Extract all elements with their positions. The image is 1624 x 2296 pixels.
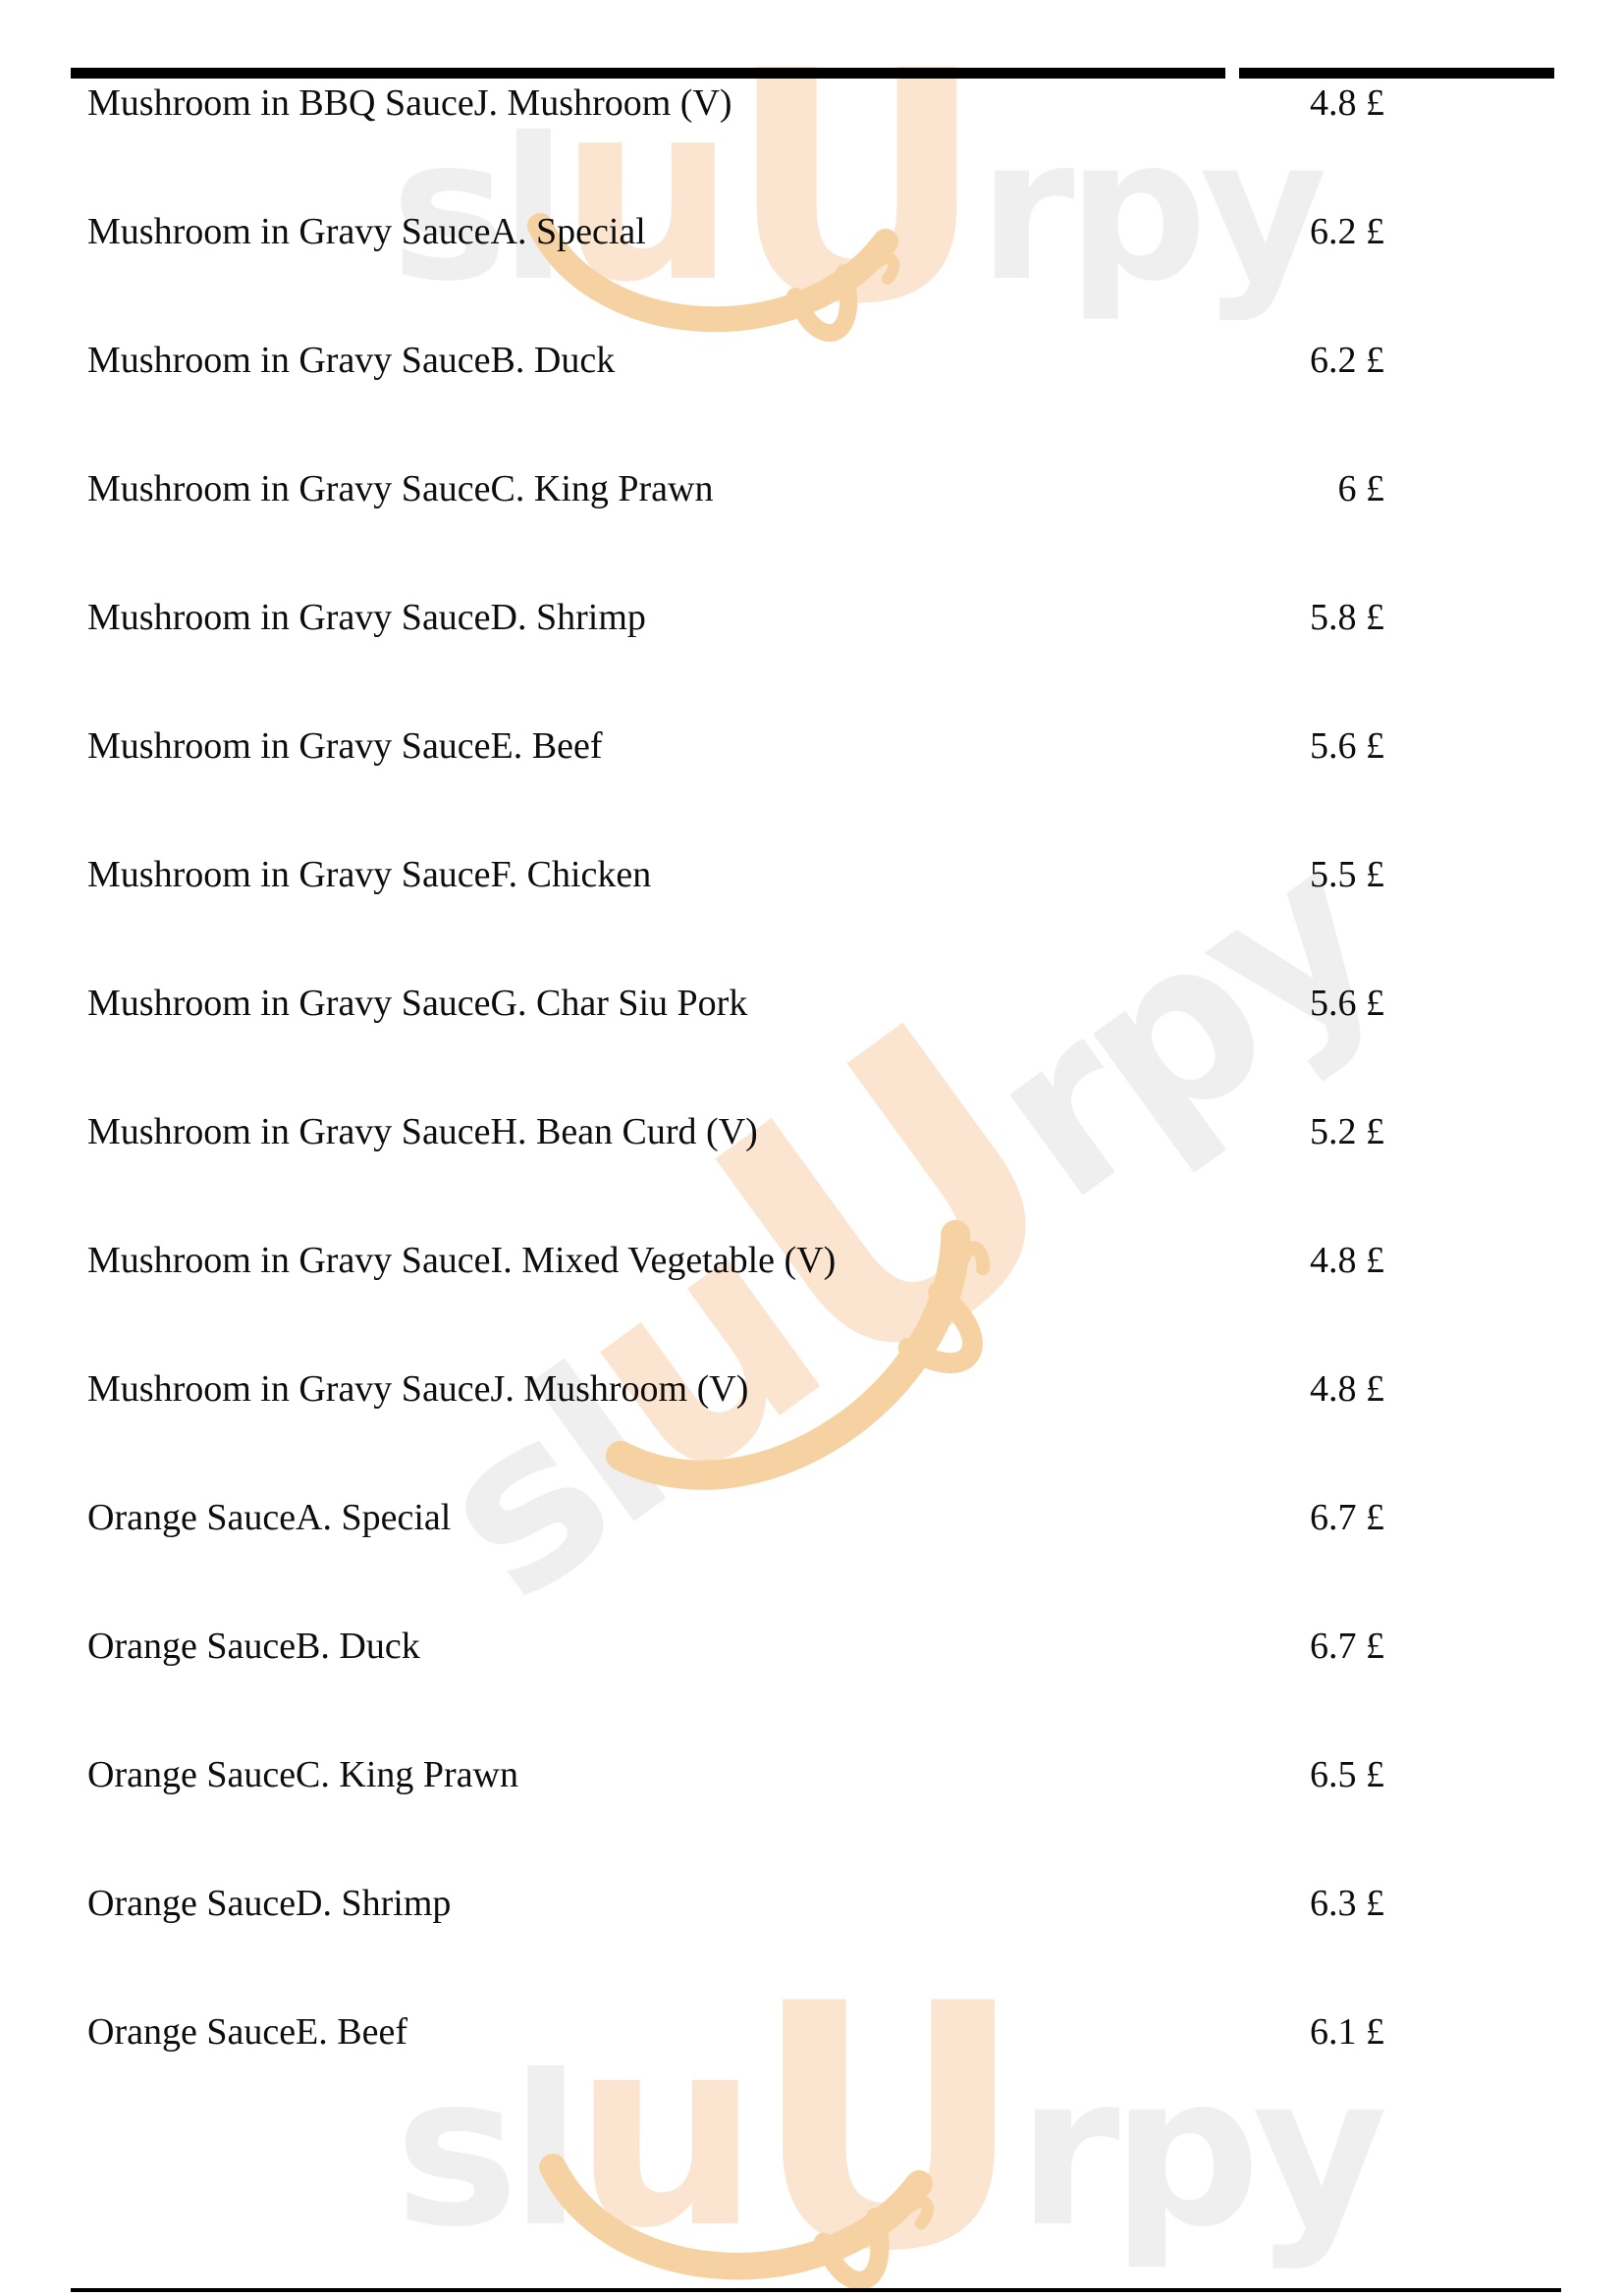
menu-item-name: Mushroom in Gravy SauceE. Beef [87, 725, 603, 767]
menu-item-name: Orange SauceD. Shrimp [87, 1883, 452, 1924]
menu-item-name: Orange SauceA. Special [87, 1497, 452, 1538]
menu-item-row: Mushroom in Gravy SauceC. King Prawn 6 £ [87, 465, 1384, 594]
menu-item-name: Mushroom in Gravy SauceG. Char Siu Pork [87, 983, 748, 1024]
menu-item-price: 6.1 £ [1310, 2011, 1384, 2053]
menu-item-row: Mushroom in Gravy SauceH. Bean Curd (V) … [87, 1108, 1384, 1237]
menu-item-row: Orange SauceB. Duck 6.7 £ [87, 1623, 1384, 1751]
menu-item-price: 5.8 £ [1310, 597, 1384, 638]
menu-item-price: 4.8 £ [1310, 1368, 1384, 1410]
menu-item-price: 6 £ [1337, 468, 1385, 509]
menu-item-price: 6.2 £ [1310, 211, 1384, 252]
menu-item-name: Mushroom in Gravy SauceI. Mixed Vegetabl… [87, 1240, 837, 1281]
watermark-smile-icon [539, 2154, 935, 2291]
menu-item-name: Orange SauceB. Duck [87, 1626, 420, 1667]
table-top-border-left [71, 68, 1225, 79]
menu-item-row: Mushroom in Gravy SauceE. Beef 5.6 £ [87, 722, 1384, 851]
menu-item-price: 6.3 £ [1310, 1883, 1384, 1924]
menu-item-name: Mushroom in Gravy SauceH. Bean Curd (V) [87, 1111, 758, 1152]
menu-item-name: Mushroom in Gravy SauceJ. Mushroom (V) [87, 1368, 749, 1410]
menu-item-name: Mushroom in Gravy SauceA. Special [87, 211, 646, 252]
menu-item-name: Mushroom in BBQ SauceJ. Mushroom (V) [87, 82, 732, 124]
menu-item-price: 4.8 £ [1310, 82, 1384, 124]
menu-item-price: 6.2 £ [1310, 340, 1384, 381]
menu-item-price: 4.8 £ [1310, 1240, 1384, 1281]
menu-items-list: Mushroom in BBQ SauceJ. Mushroom (V) 4.8… [87, 80, 1384, 2137]
menu-item-name: Orange SauceE. Beef [87, 2011, 408, 2053]
menu-item-row: Mushroom in Gravy SauceI. Mixed Vegetabl… [87, 1237, 1384, 1365]
menu-item-row: Orange SauceC. King Prawn 6.5 £ [87, 1751, 1384, 1880]
menu-item-row: Mushroom in Gravy SauceG. Char Siu Pork … [87, 980, 1384, 1108]
menu-item-row: Mushroom in Gravy SauceB. Duck 6.2 £ [87, 337, 1384, 465]
menu-item-row: Orange SauceE. Beef 6.1 £ [87, 2008, 1384, 2137]
menu-item-row: Orange SauceD. Shrimp 6.3 £ [87, 1880, 1384, 2008]
menu-item-name: Mushroom in Gravy SauceD. Shrimp [87, 597, 646, 638]
menu-item-name: Mushroom in Gravy SauceB. Duck [87, 340, 616, 381]
menu-item-row: Mushroom in Gravy SauceJ. Mushroom (V) 4… [87, 1365, 1384, 1494]
menu-item-row: Mushroom in Gravy SauceA. Special 6.2 £ [87, 208, 1384, 337]
menu-item-price: 5.6 £ [1310, 983, 1384, 1024]
menu-item-price: 6.5 £ [1310, 1754, 1384, 1795]
menu-item-price: 6.7 £ [1310, 1497, 1384, 1538]
menu-item-name: Orange SauceC. King Prawn [87, 1754, 519, 1795]
menu-item-row: Orange SauceA. Special 6.7 £ [87, 1494, 1384, 1623]
table-bottom-border [71, 2288, 1561, 2292]
menu-item-price: 5.2 £ [1310, 1111, 1384, 1152]
menu-item-price: 5.6 £ [1310, 725, 1384, 767]
menu-item-row: Mushroom in Gravy SauceF. Chicken 5.5 £ [87, 851, 1384, 980]
menu-item-price: 5.5 £ [1310, 854, 1384, 895]
menu-item-price: 6.7 £ [1310, 1626, 1384, 1667]
menu-item-row: Mushroom in BBQ SauceJ. Mushroom (V) 4.8… [87, 80, 1384, 208]
menu-item-name: Mushroom in Gravy SauceF. Chicken [87, 854, 652, 895]
menu-item-row: Mushroom in Gravy SauceD. Shrimp 5.8 £ [87, 594, 1384, 722]
menu-item-name: Mushroom in Gravy SauceC. King Prawn [87, 468, 714, 509]
table-top-border-right [1239, 68, 1554, 79]
